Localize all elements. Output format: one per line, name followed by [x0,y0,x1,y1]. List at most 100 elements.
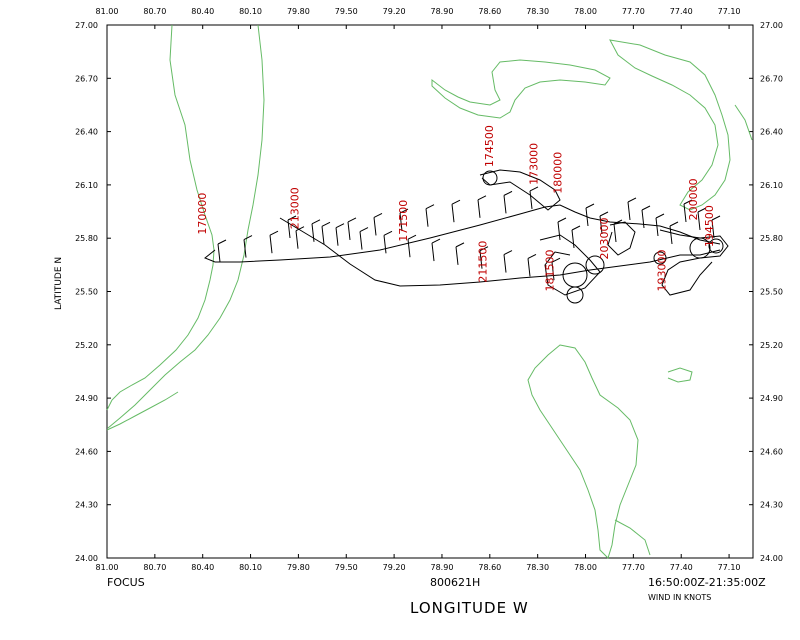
wind-barb-staff-10 [477,199,481,218]
wind-barb-flag-12 [529,186,539,192]
track-orbit-7 [653,251,667,265]
lat-tick-label-left-0: 27.00 [75,21,98,30]
wind-barb-staff-36 [711,219,715,239]
wind-barb-flag-17 [383,230,393,236]
lon-tick-label-top-2: 80.40 [191,7,214,16]
flight-time-label-10: 194500 [703,205,716,247]
lat-tick-label-left-7: 24.90 [75,394,98,403]
lat-tick-label-right-10: 24.00 [760,554,783,563]
lon-tick-label-top-12: 77.40 [670,7,693,16]
lat-tick-label-right-5: 25.50 [760,288,783,297]
wind-barb-staff-0 [217,243,221,263]
wind-barb-flag-10 [477,195,487,201]
wind-barb-flag-30 [627,197,637,203]
wind-barb-staff-28 [599,215,603,235]
wind-barb-staff-11 [503,195,507,214]
flight-time-label-11: 193000 [655,250,668,292]
wind-barb-staff-12 [529,190,533,210]
lat-tick-label-left-8: 24.60 [75,447,98,456]
wind-barb-flag-34 [683,199,693,205]
wind-barb-staff-21 [479,250,483,269]
wind-barb-staff-5 [347,221,351,240]
wind-barb-flag-13 [287,215,297,221]
wind-barb-staff-29 [613,223,617,243]
wind-barb-flag-15 [335,223,345,229]
track-orbit-5 [482,170,498,186]
wind-barb-staff-9 [451,204,455,223]
florida-barrier-islands [107,24,265,429]
lat-tick-label-left-9: 24.30 [75,501,98,510]
lon-tick-label-top-3: 80.10 [239,7,262,16]
flight-time-labels: 170000 213000 171500 211500 174500 173000 1800… [196,125,716,291]
wind-barb-staff-35 [697,211,701,231]
track-orbit-2 [585,255,605,275]
lon-tick-label-top-9: 78.30 [526,7,549,16]
wind-barb-flag-9 [451,199,461,205]
abaco-cays [734,104,753,141]
florida-coastline [106,24,215,411]
lat-tick-label-right-1: 26.70 [760,74,783,83]
wind-barb-flag-19 [431,238,441,244]
wind-barb-staff-30 [627,201,631,221]
plot-frame [106,24,754,559]
wind-barb-flag-11 [503,190,513,196]
wind-barb-staff-19 [431,242,435,262]
track-orbit-6 [566,286,584,304]
flight-time-label-6: 180000 [552,152,565,194]
lon-tick-label-top-11: 77.70 [622,7,645,16]
wind-barb-staff-31 [641,209,645,229]
wind-barb-staff-3 [295,230,299,249]
lon-tick-label-top-5: 79.50 [335,7,358,16]
wind-barb-staff-25 [557,221,561,241]
y-axis-title: LATITUDE N [54,257,64,310]
wind-barb-flag-18 [407,234,417,240]
wind-barb-flag-4 [321,221,331,227]
lat-tick-label-right-9: 24.30 [760,501,783,510]
lon-tick-label-bottom-6: 79.20 [383,563,406,572]
wind-barb-staff-14 [311,223,315,242]
wind-barb-staff-7 [399,213,403,232]
track-orbit-3 [689,237,711,259]
wind-barb-flag-25 [557,217,567,223]
lat-tick-label-right-0: 27.00 [760,21,783,30]
lon-tick-label-bottom-5: 79.50 [335,563,358,572]
lat-tick-label-left-6: 25.20 [75,341,98,350]
andros-south-cays [614,519,651,556]
lat-tick-label-right-3: 26.10 [760,181,783,190]
flight-time-label-1: 213000 [288,187,301,229]
wind-barb-flag-8 [425,204,435,210]
wind-barb-staff-13 [287,219,291,239]
lat-tick-label-right-7: 24.90 [760,394,783,403]
wind-barb-staff-8 [425,208,429,227]
lon-tick-label-bottom-9: 78.30 [526,563,549,572]
wind-barb-flag-32 [655,213,665,219]
lon-tick-label-bottom-8: 78.60 [478,563,501,572]
flight-time-label-9: 200000 [687,178,700,220]
wind-barb-flag-0 [217,239,227,245]
wind-barb-staff-17 [383,235,387,254]
wind-barb-flag-33 [669,221,679,227]
wind-barb-staff-18 [407,239,411,258]
lon-tick-label-top-8: 78.60 [478,7,501,16]
wind-barb-staff-6 [373,217,377,236]
wind-barb-staff-23 [527,258,531,277]
footer-right: 16:50:00Z-21:35:00Z [648,576,766,589]
wind-barb-flag-16 [359,227,369,232]
wind-barb-flag-23 [527,253,537,259]
lon-tick-label-bottom-10: 78.00 [574,563,597,572]
lon-tick-label-bottom-7: 78.90 [431,563,454,572]
track-return-leg [279,217,721,287]
lon-tick-label-bottom-12: 77.40 [670,563,693,572]
lon-tick-label-top-13: 77.10 [718,7,741,16]
wind-barb-staff-2 [269,235,273,254]
track-orbit-4 [708,238,724,254]
wind-barb-flag-31 [641,205,651,211]
track-north-loop [479,169,561,211]
wind-barb-staff-32 [655,217,659,237]
wind-barb-flag-3 [295,226,305,232]
wind-barb-staff-27 [585,207,589,227]
lat-tick-label-left-3: 26.10 [75,181,98,190]
wind-barb-flag-29 [613,219,623,225]
wind-barb-staff-33 [669,225,673,245]
wind-barbs [217,186,721,281]
